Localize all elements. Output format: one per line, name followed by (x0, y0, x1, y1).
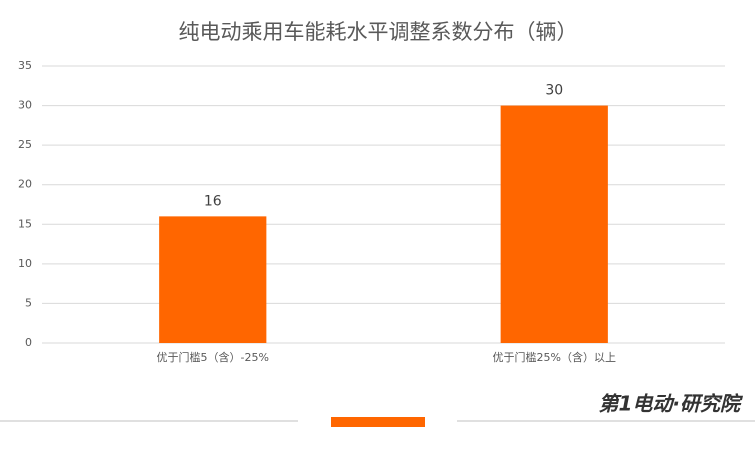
watermark: 第1电动·研究院 (598, 392, 744, 416)
value-label: 16 (204, 193, 222, 209)
y-tick-label: 15 (18, 217, 32, 230)
bar (159, 216, 267, 343)
y-tick-label: 30 (18, 99, 32, 112)
y-tick-label: 0 (25, 336, 32, 349)
x-tick-label: 优于门槛25%（含）以上 (493, 350, 616, 364)
y-tick-label: 10 (18, 257, 32, 270)
x-tick-label: 优于门槛5（含）-25% (157, 350, 269, 364)
y-tick-label: 25 (18, 138, 32, 151)
y-tick-label: 35 (18, 59, 32, 72)
chart-title: 纯电动乘用车能耗水平调整系数分布（辆） (179, 20, 578, 44)
value-label: 30 (545, 83, 563, 99)
y-tick-label: 5 (25, 296, 32, 309)
bar (500, 105, 608, 343)
footer-accent (331, 417, 425, 427)
y-tick-label: 20 (18, 178, 32, 191)
